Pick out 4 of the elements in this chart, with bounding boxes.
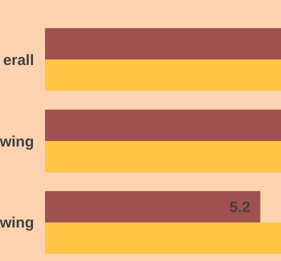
data-label: 5.2 (229, 199, 250, 216)
y-tick-label: wing (0, 133, 34, 150)
y-tick-label: wing (0, 214, 34, 232)
y-tick-label: erall (3, 52, 34, 69)
